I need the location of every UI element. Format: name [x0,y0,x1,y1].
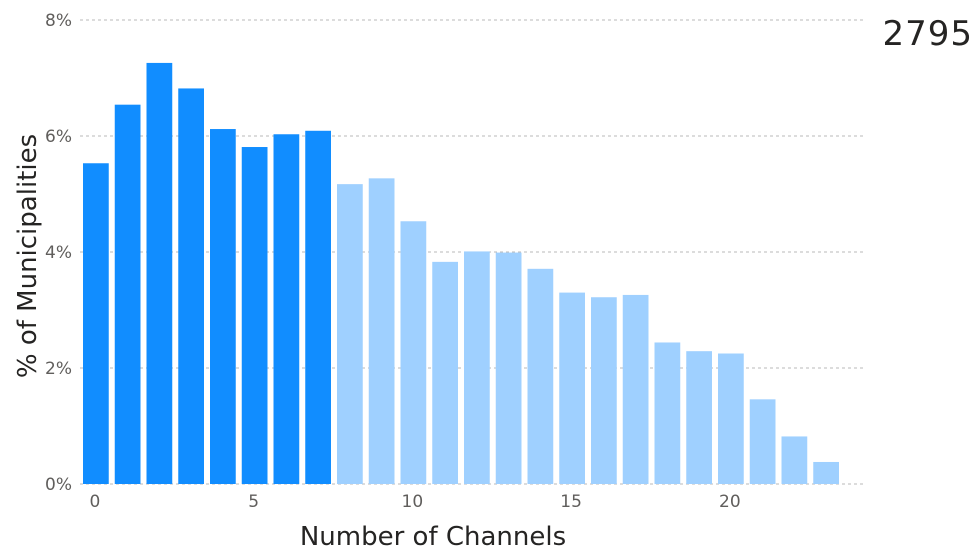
x-tick-label: 5 [248,492,259,512]
bar[interactable] [83,163,109,484]
bar[interactable] [813,461,839,484]
bar[interactable] [178,88,204,484]
x-axis-title: Number of Channels [300,522,566,552]
x-tick-label: 0 [89,492,100,512]
bar[interactable] [273,134,300,484]
bar[interactable] [400,221,427,484]
bar[interactable] [495,252,522,484]
y-axis-ticks: 0% 2% 4% 6% 8% [45,11,72,495]
bar[interactable] [368,178,395,484]
bar[interactable] [718,353,744,485]
x-axis-ticks: 0 5 10 15 20 [89,492,740,512]
y-axis-title: % of Municipalities [13,134,43,378]
bar[interactable] [337,184,363,484]
bar[interactable] [114,104,141,485]
bar[interactable] [146,62,173,485]
bar[interactable] [305,130,331,484]
kpi-value: 2795 [882,14,973,54]
x-tick-label: 15 [560,492,582,512]
bar[interactable] [527,268,554,484]
y-tick-label: 4% [45,243,72,263]
y-tick-label: 2% [45,359,72,379]
bar[interactable] [464,251,490,484]
bar[interactable] [686,351,712,484]
y-tick-label: 8% [45,11,72,31]
bar[interactable] [622,294,649,484]
bar[interactable] [749,399,776,484]
bar[interactable] [591,297,617,484]
x-tick-label: 10 [402,492,424,512]
bar[interactable] [781,436,808,484]
x-tick-label: 20 [719,492,741,512]
bar[interactable] [654,342,681,484]
bars [83,62,839,485]
bar[interactable] [210,129,236,485]
y-tick-label: 0% [45,475,72,495]
y-tick-label: 6% [45,127,72,147]
bar[interactable] [241,147,268,484]
bar[interactable] [559,292,585,484]
bar[interactable] [432,261,458,484]
